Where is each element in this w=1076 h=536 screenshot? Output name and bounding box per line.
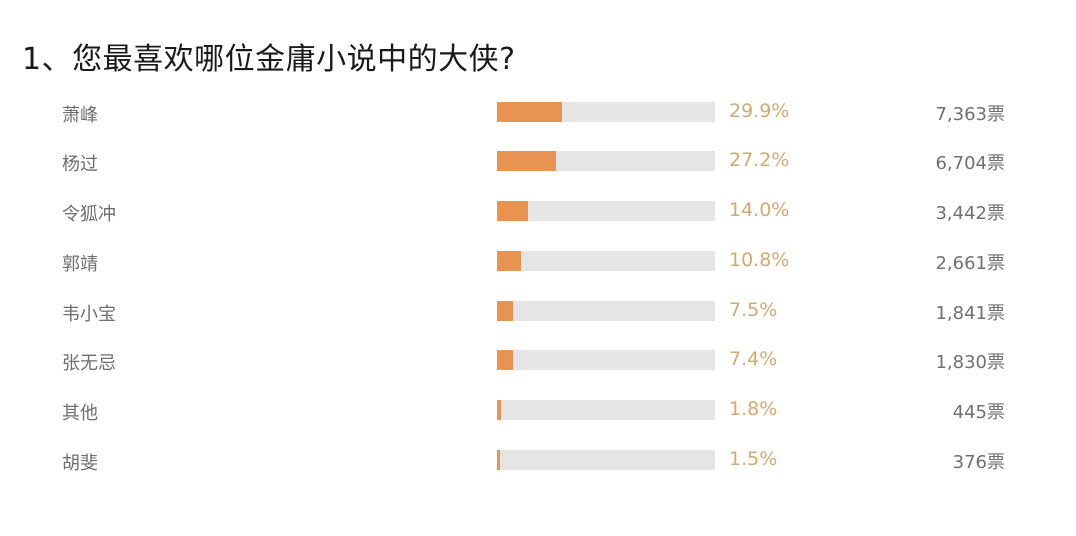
option-name: 胡斐 [62, 453, 98, 474]
option-votes: 7,363票 [935, 104, 1005, 125]
progress-bar-track [497, 400, 715, 420]
progress-bar-fill [497, 301, 513, 321]
option-name: 杨过 [62, 154, 98, 175]
option-percent: 7.5% [729, 299, 778, 321]
poll-option-row: 郭靖 10.8% 2,661票 [0, 246, 1076, 276]
poll-option-row: 萧峰 29.9% 7,363票 [0, 97, 1076, 127]
option-name: 张无忌 [62, 353, 116, 374]
option-percent: 1.5% [729, 448, 778, 470]
option-name: 令狐冲 [62, 204, 116, 225]
progress-bar-fill [497, 400, 501, 420]
progress-bar-track [497, 102, 715, 122]
progress-bar-fill [497, 450, 500, 470]
progress-bar-fill [497, 201, 528, 221]
progress-bar-fill [497, 102, 562, 122]
poll-option-row: 其他 1.8% 445票 [0, 395, 1076, 425]
option-percent: 14.0% [729, 199, 790, 221]
option-votes: 445票 [952, 402, 1005, 423]
option-votes: 2,661票 [935, 253, 1005, 274]
progress-bar-track [497, 201, 715, 221]
option-votes: 376票 [952, 452, 1005, 473]
option-votes: 6,704票 [935, 153, 1005, 174]
poll-option-row: 胡斐 1.5% 376票 [0, 445, 1076, 475]
option-percent: 29.9% [729, 100, 790, 122]
option-name: 韦小宝 [62, 304, 116, 325]
option-name: 其他 [62, 403, 98, 424]
progress-bar-fill [497, 350, 513, 370]
progress-bar-track [497, 251, 715, 271]
option-name: 萧峰 [62, 105, 98, 126]
option-percent: 7.4% [729, 348, 778, 370]
progress-bar-fill [497, 251, 521, 271]
option-name: 郭靖 [62, 254, 98, 275]
poll-option-row: 杨过 27.2% 6,704票 [0, 146, 1076, 176]
option-votes: 1,830票 [935, 352, 1005, 373]
progress-bar-track [497, 350, 715, 370]
progress-bar-fill [497, 151, 556, 171]
progress-bar-track [497, 450, 715, 470]
poll-option-row: 韦小宝 7.5% 1,841票 [0, 296, 1076, 326]
option-votes: 3,442票 [935, 203, 1005, 224]
poll-option-row: 令狐冲 14.0% 3,442票 [0, 196, 1076, 226]
progress-bar-track [497, 151, 715, 171]
option-percent: 1.8% [729, 398, 778, 420]
option-votes: 1,841票 [935, 303, 1005, 324]
progress-bar-track [497, 301, 715, 321]
poll-question-title: 1、您最喜欢哪位金庸小说中的大侠? [22, 42, 516, 77]
poll-option-row: 张无忌 7.4% 1,830票 [0, 345, 1076, 375]
option-percent: 27.2% [729, 149, 790, 171]
option-percent: 10.8% [729, 249, 790, 271]
